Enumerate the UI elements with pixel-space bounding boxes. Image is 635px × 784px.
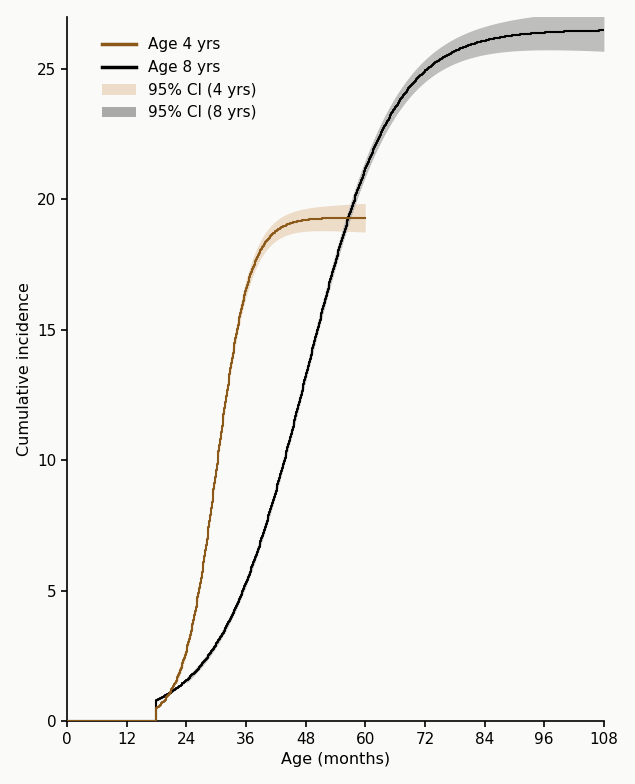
- Y-axis label: Cumulative incidence: Cumulative incidence: [17, 282, 32, 456]
- X-axis label: Age (months): Age (months): [281, 753, 390, 768]
- Legend: Age 4 yrs, Age 8 yrs, 95% CI (4 yrs), 95% CI (8 yrs): Age 4 yrs, Age 8 yrs, 95% CI (4 yrs), 95…: [96, 31, 262, 126]
